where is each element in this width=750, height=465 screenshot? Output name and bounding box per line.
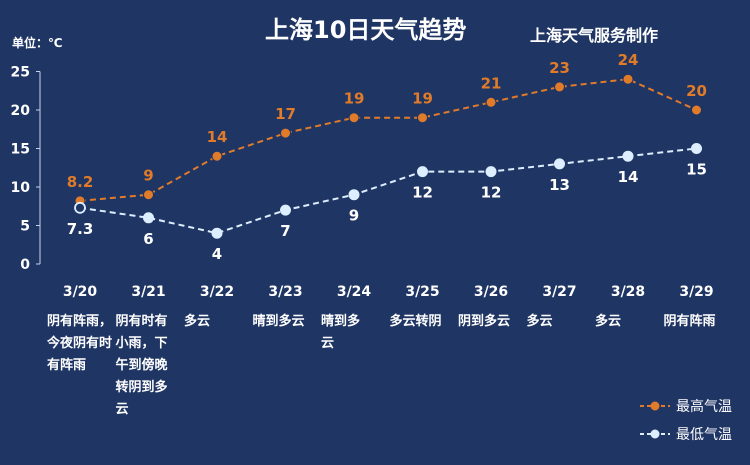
chart-title: 上海10日天气趋势 <box>265 16 467 44</box>
high-temp-point <box>143 189 154 201</box>
high-temp-label: 23 <box>549 59 570 77</box>
y-tick-label: 5 <box>20 219 30 235</box>
weather-label: 午到傍晚 <box>116 357 168 373</box>
high-temp-label: 19 <box>344 90 365 108</box>
low-temp-point <box>280 204 291 216</box>
weather-label: 多云转阴 <box>390 313 442 329</box>
low-temp-point <box>211 227 223 239</box>
high-temp-point <box>554 81 565 93</box>
low-temp-point <box>485 166 497 178</box>
low-temp-point <box>348 189 360 201</box>
high-temp-point <box>348 112 360 124</box>
legend-high: 最高气温 <box>640 396 732 416</box>
low-temp-point <box>417 166 428 178</box>
y-tick-label: 0 <box>20 257 30 273</box>
source-label: 上海天气服务制作 <box>530 26 659 45</box>
y-tick-label: 20 <box>11 103 31 119</box>
x-tick-label: 3/23 <box>268 284 302 300</box>
weather-label: 云 <box>321 336 334 351</box>
weather-label: 多云 <box>527 313 553 329</box>
legend-low-label: 最低气温 <box>676 427 732 443</box>
low-temp-label: 7.3 <box>67 220 94 238</box>
weather-label: 多云 <box>184 313 210 329</box>
unit-label: 单位：℃ <box>12 36 63 50</box>
low-temp-point <box>74 201 86 214</box>
high-temp-point <box>280 127 291 139</box>
weather-label: 晴到多 <box>321 313 360 329</box>
high-temp-line <box>79 78 697 202</box>
low-temp-point <box>691 143 702 154</box>
legend-low-marker <box>640 429 670 439</box>
high-temp-label: 20 <box>686 82 707 100</box>
low-temp-line <box>79 147 697 235</box>
high-temp-label: 14 <box>207 128 228 146</box>
high-temp-label: 8.2 <box>67 173 94 191</box>
weather-label: 转阴到多 <box>116 379 168 395</box>
weather-label: 多云 <box>595 313 621 329</box>
y-tick-label: 10 <box>11 180 31 196</box>
weather-label: 小雨，下 <box>116 336 168 351</box>
weather-label: 阴有阵雨， <box>47 313 112 329</box>
weather-label: 今夜阴有时 <box>46 335 112 351</box>
x-tick-label: 3/21 <box>131 284 165 300</box>
high-temp-label: 19 <box>412 90 433 108</box>
x-tick-label: 3/29 <box>679 284 713 300</box>
low-temp-label: 12 <box>481 184 502 202</box>
low-temp-label: 14 <box>618 168 639 186</box>
x-tick-label: 3/24 <box>337 284 372 300</box>
weather-label: 阴有时有 <box>116 313 168 329</box>
legend-high-marker <box>640 401 670 411</box>
low-temp-point <box>143 212 154 224</box>
low-temp-label: 12 <box>412 184 433 202</box>
high-temp-label: 21 <box>481 74 502 92</box>
high-temp-point <box>211 150 223 162</box>
weather-label: 阴到多云 <box>458 313 510 329</box>
high-temp-point <box>417 112 428 124</box>
low-temp-point <box>554 158 565 170</box>
weather-label: 晴到多云 <box>253 313 305 329</box>
y-tick-label: 15 <box>11 142 30 158</box>
weather-label: 云 <box>116 402 129 417</box>
weather-label: 有阵雨 <box>47 357 86 373</box>
high-temp-point <box>485 96 497 108</box>
high-temp-label: 24 <box>618 51 639 69</box>
x-tick-label: 3/25 <box>405 284 439 300</box>
legend-low: 最低气温 <box>640 424 732 444</box>
high-temp-point <box>622 73 634 85</box>
x-tick-label: 3/20 <box>63 284 98 300</box>
low-temp-label: 13 <box>549 176 570 194</box>
high-temp-label: 17 <box>275 105 296 123</box>
x-tick-label: 3/22 <box>200 284 234 300</box>
low-temp-label: 7 <box>280 222 290 240</box>
high-temp-point <box>691 104 702 116</box>
low-temp-label: 6 <box>143 230 153 248</box>
weather-label: 阴有阵雨 <box>664 313 716 329</box>
x-tick-label: 3/27 <box>542 284 576 300</box>
low-temp-label: 9 <box>349 207 359 225</box>
legend-high-label: 最高气温 <box>676 399 732 415</box>
low-temp-label: 4 <box>212 245 222 263</box>
y-tick-label: 25 <box>11 65 30 81</box>
x-tick-label: 3/26 <box>474 284 508 300</box>
high-temp-label: 9 <box>143 167 153 185</box>
x-tick-label: 3/28 <box>611 284 645 300</box>
low-temp-label: 15 <box>686 161 707 179</box>
low-temp-point <box>622 150 634 162</box>
